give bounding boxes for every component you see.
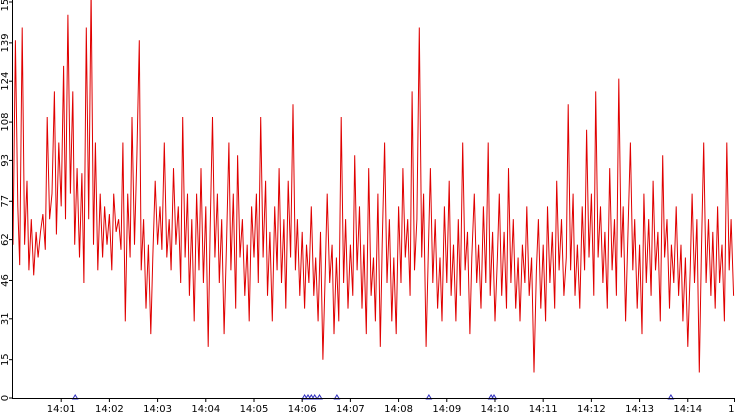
x-tick-label: 14 [728,404,735,415]
y-tick-label: 124 [0,72,11,91]
y-tick-label: 77 [0,195,11,208]
x-tick-label: 14:10 [481,404,510,415]
x-tick-label: 14:14 [673,404,702,415]
x-tick-label: 14:09 [432,404,461,415]
x-tick-label: 14:03 [143,404,172,415]
x-tick-label: 14:05 [240,404,269,415]
series-layer [12,0,735,373]
y-tick-label: 46 [0,274,11,287]
y-tick-label: 0 [0,395,11,401]
y-tick-label: 62 [0,233,11,246]
x-tick-label: 14:07 [336,404,365,415]
x-tick-label: 14:01 [47,404,76,415]
x-tick-label: 14:12 [577,404,606,415]
x-tick-label: 14:13 [625,404,654,415]
x-tick-label: 14:06 [288,404,317,415]
x-tick-label: 14:08 [384,404,413,415]
axes [12,0,735,399]
y-tick-label: 155 [0,0,11,12]
y-ticks: 0 15 31 46 62 77 93 108 124 139 155 [0,0,13,401]
y-tick-label: 108 [0,113,11,132]
y-tick-label: 15 [0,353,11,366]
series-line-0 [12,0,735,373]
y-tick-label: 93 [0,154,11,167]
x-tick-label: 14:04 [191,404,220,415]
y-tick-label: 139 [0,33,11,52]
y-tick-label: 31 [0,312,11,325]
x-tick-label: 14:11 [529,404,558,415]
x-ticks: 14:01 14:02 14:03 14:04 14:05 14:06 14:07 14:08… [47,398,735,415]
x-tick-label: 14:02 [95,404,124,415]
